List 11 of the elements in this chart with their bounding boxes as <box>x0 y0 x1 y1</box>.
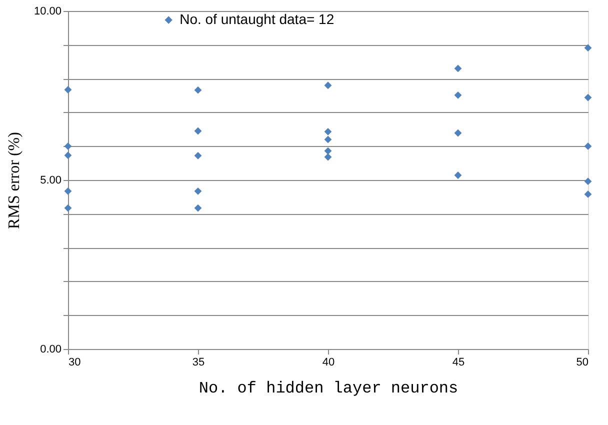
x-tick-label: 45 <box>452 356 465 368</box>
x-tick-label: 40 <box>322 356 335 368</box>
x-tick-label: 50 <box>576 356 588 368</box>
y-tick-label: 5.00 <box>40 174 62 186</box>
x-tick-label: 35 <box>192 356 205 368</box>
y-tick-label: 10.00 <box>34 6 62 18</box>
x-axis-title: No. of hidden layer neurons <box>198 380 458 398</box>
y-tick-label: 0.00 <box>40 344 62 356</box>
legend-label: No. of untaught data= 12 <box>180 11 334 27</box>
x-tick-label: 30 <box>68 356 81 368</box>
y-axis-title: RMS error (%) <box>6 132 23 229</box>
